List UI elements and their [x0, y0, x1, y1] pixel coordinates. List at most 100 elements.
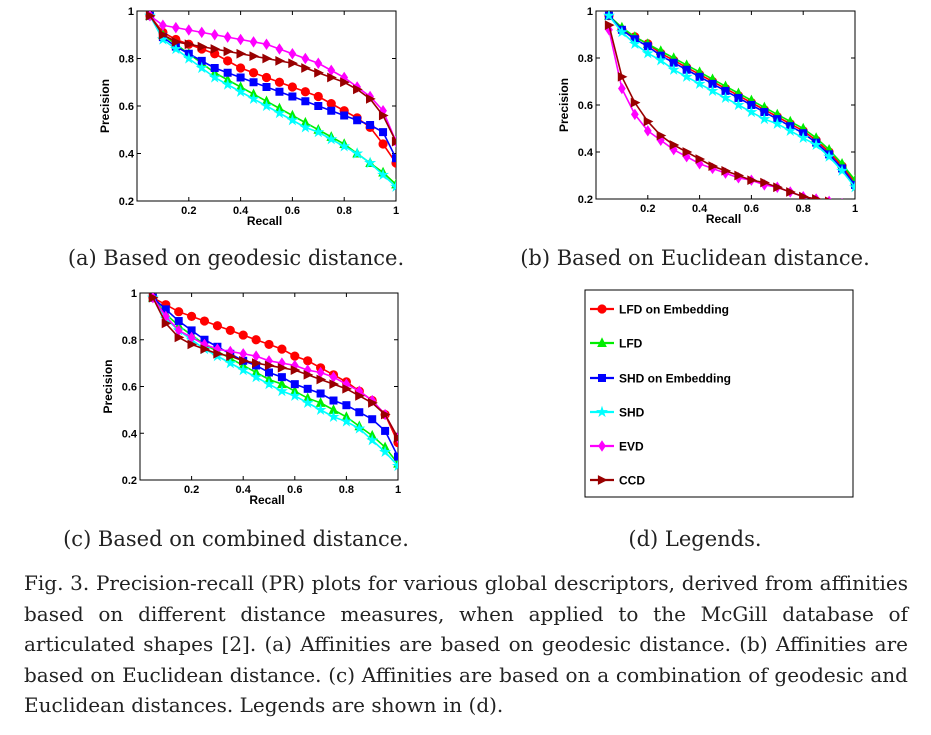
- y-tick-label: 1: [131, 288, 137, 300]
- legend-label: LFD: [619, 337, 643, 351]
- legend-marker: [598, 440, 606, 452]
- data-point: [223, 31, 232, 43]
- legend-panel: LFD on Embedding LFD SHD on Embedding SHD EV…: [584, 289, 854, 498]
- data-point: [248, 68, 259, 78]
- data-point: [275, 384, 288, 397]
- data-point: [381, 426, 390, 435]
- plot-geodesic: 0.2 0.4 0.6 0.8 1 0.2 0.4 0.6 0.8 1 Recall Precisio…: [98, 6, 399, 228]
- data-point: [326, 99, 336, 109]
- data-point: [145, 11, 156, 21]
- y-tick-label: 0.8: [578, 53, 593, 65]
- data-point: [251, 335, 261, 345]
- data-point: [823, 150, 836, 162]
- legend-marker: [597, 304, 607, 314]
- data-point: [351, 147, 364, 159]
- data-point: [368, 398, 378, 408]
- data-point: [353, 84, 363, 95]
- data-point: [366, 433, 379, 446]
- data-point: [197, 26, 206, 39]
- legend-frame: [584, 289, 854, 498]
- data-point: [706, 84, 719, 97]
- data-point: [379, 128, 388, 137]
- x-tick-label: 0.2: [184, 484, 199, 496]
- data-point: [251, 358, 262, 368]
- x-tick-label: 1: [393, 205, 399, 217]
- y-axis-label: Precision: [557, 78, 571, 132]
- data-point: [290, 365, 301, 375]
- x-axis-label: Recall: [249, 493, 284, 507]
- data-point: [327, 410, 340, 422]
- data-point: [200, 344, 211, 354]
- plot-euclidean: 0.2 0.4 0.6 0.8 1 0.2 0.4 0.6 0.8 1 Recall Precisio…: [557, 6, 858, 226]
- x-tick-label: 0.8: [796, 203, 811, 215]
- y-tick-label: 0.8: [122, 335, 137, 347]
- caption-b: (b) Based on Euclidean distance.: [520, 246, 870, 270]
- data-point: [187, 339, 198, 350]
- data-point: [669, 140, 680, 150]
- caption-c: (c) Based on combined distance.: [63, 527, 409, 551]
- data-point: [169, 42, 182, 55]
- data-point: [159, 19, 167, 31]
- data-point: [721, 165, 732, 176]
- data-point: [316, 374, 327, 385]
- data-point: [760, 177, 770, 188]
- data-point: [286, 113, 299, 126]
- legend-label: CCD: [619, 474, 645, 488]
- x-tick-label: 0.4: [236, 484, 252, 496]
- series-shd: [602, 11, 855, 193]
- data-point: [325, 132, 338, 145]
- y-tick-label: 1: [128, 6, 134, 18]
- data-point: [656, 130, 667, 141]
- data-point: [786, 187, 796, 197]
- data-point: [264, 368, 273, 377]
- y-tick-label: 0.4: [122, 428, 138, 440]
- data-point: [379, 445, 392, 458]
- data-point: [364, 156, 377, 169]
- x-tick-label: 0.6: [744, 203, 759, 215]
- data-point: [393, 452, 398, 461]
- data-point: [236, 33, 245, 46]
- y-tick-label: 0.8: [119, 54, 134, 66]
- legend-entry-lfd-on-embedding: LFD on Embedding: [590, 303, 729, 317]
- data-point: [848, 180, 855, 193]
- data-point: [353, 422, 366, 434]
- data-point: [301, 63, 311, 73]
- data-point: [212, 321, 222, 331]
- plot-combined: 0.2 0.4 0.6 0.8 1 0.2 0.4 0.6 0.8 1 Recall Precisio…: [101, 288, 401, 507]
- series-shd: [143, 11, 396, 192]
- data-point: [223, 46, 234, 57]
- series-layer: [602, 11, 855, 199]
- data-point: [799, 191, 809, 199]
- legend-entry-ccd: CCD: [590, 474, 645, 488]
- data-point: [329, 379, 340, 390]
- data-point: [732, 98, 745, 111]
- data-point: [300, 87, 310, 97]
- data-point: [355, 391, 365, 401]
- y-tick-label: 0.2: [122, 475, 137, 487]
- data-point: [837, 198, 839, 199]
- data-point: [261, 72, 272, 83]
- data-point: [264, 360, 275, 371]
- data-point: [327, 106, 336, 115]
- legend-label: EVD: [619, 440, 644, 454]
- data-point: [260, 99, 273, 112]
- data-point: [303, 384, 312, 393]
- data-point: [226, 351, 236, 361]
- data-point: [199, 316, 210, 326]
- y-axis-label: Precision: [98, 79, 112, 133]
- data-point: [758, 112, 771, 125]
- y-tick-label: 1: [587, 6, 593, 18]
- data-point: [314, 403, 327, 415]
- data-point: [287, 82, 297, 92]
- data-point: [301, 97, 310, 106]
- data-point: [708, 161, 719, 171]
- data-point: [238, 330, 248, 340]
- data-point: [158, 29, 169, 40]
- data-point: [393, 433, 398, 443]
- legend-items: LFD on Embedding LFD SHD on Embedding SHD EV…: [590, 303, 731, 488]
- data-point: [301, 52, 310, 65]
- data-point: [353, 116, 362, 125]
- data-point: [342, 401, 351, 410]
- data-point: [368, 415, 377, 424]
- data-point: [643, 125, 652, 137]
